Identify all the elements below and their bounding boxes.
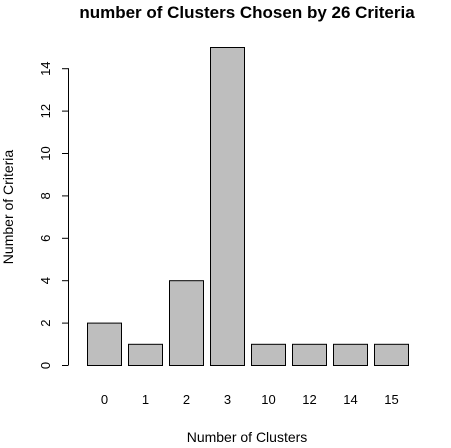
y-tick-label: 12 <box>38 104 53 118</box>
x-tick-label: 2 <box>183 392 190 407</box>
bar <box>251 343 286 366</box>
x-tick-label: 15 <box>384 392 398 407</box>
y-tick-label: 14 <box>38 61 53 75</box>
bar <box>169 280 204 367</box>
y-tick-label: 8 <box>38 192 53 199</box>
y-tick-label: 4 <box>38 277 53 284</box>
x-axis-tick-labels: 0 1 2 3 10 12 14 15 <box>101 392 399 407</box>
bar <box>374 343 409 366</box>
y-tick-label: 0 <box>38 362 53 369</box>
y-tick-label: 6 <box>38 235 53 242</box>
bar <box>128 343 163 366</box>
bar <box>333 343 368 366</box>
y-tick-label: 2 <box>38 319 53 326</box>
bar <box>210 47 245 366</box>
x-tick-label: 10 <box>261 392 275 407</box>
x-tick-label: 0 <box>101 392 108 407</box>
bars-group <box>87 47 409 367</box>
y-tick-label: 10 <box>38 146 53 160</box>
x-tick-label: 1 <box>142 392 149 407</box>
x-tick-label: 14 <box>343 392 357 407</box>
y-axis-label: Number of Criteria <box>0 150 16 265</box>
x-tick-label: 3 <box>224 392 231 407</box>
bar <box>87 322 122 367</box>
bar <box>292 343 327 366</box>
y-axis: 0 2 4 6 8 10 12 14 <box>38 61 69 369</box>
x-axis-label: Number of Clusters <box>187 429 308 445</box>
x-tick-label: 12 <box>302 392 316 407</box>
chart-title: number of Clusters Chosen by 26 Criteria <box>79 3 415 22</box>
